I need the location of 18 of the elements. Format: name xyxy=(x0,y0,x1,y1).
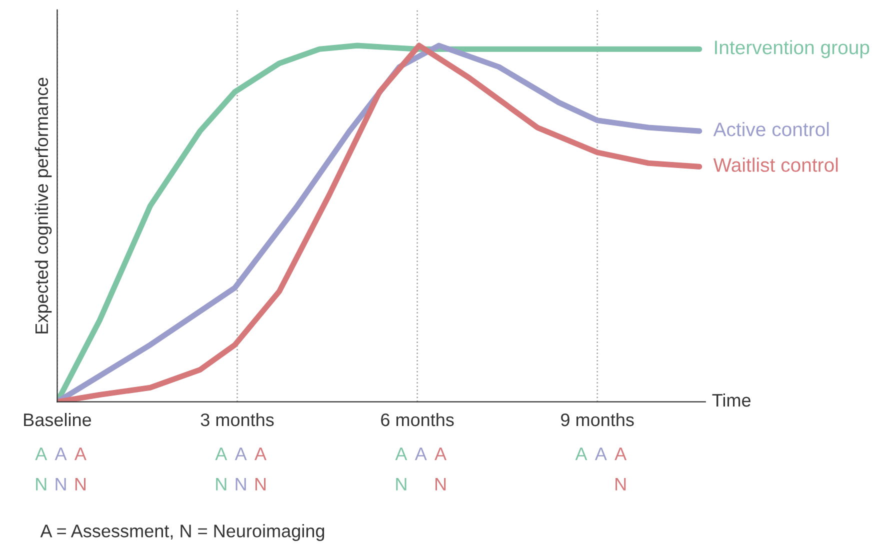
text: N N N xyxy=(216,478,266,490)
text: N N xyxy=(396,478,446,490)
text: A A A xyxy=(215,448,266,460)
series-label: Waitlist control xyxy=(713,158,838,172)
x-axis-title: Time xyxy=(712,393,750,407)
text: A A A xyxy=(575,448,627,460)
x-tick-label: Baseline xyxy=(24,412,92,426)
x-tick-label: 3 months xyxy=(200,412,274,426)
x-tick-label: 9 months xyxy=(561,412,634,426)
text: A = Assessment, N = Neuroimaging xyxy=(40,524,324,541)
series-label: Intervention group xyxy=(715,40,870,58)
text: A A A xyxy=(35,448,86,460)
text: N xyxy=(616,478,626,490)
y-axis-title: Expected cognitive performance xyxy=(34,78,52,334)
text: A A A xyxy=(395,448,447,460)
x-tick-label: 6 months xyxy=(381,412,454,426)
text: N N N xyxy=(36,478,86,490)
series-label: Active control xyxy=(713,122,829,136)
